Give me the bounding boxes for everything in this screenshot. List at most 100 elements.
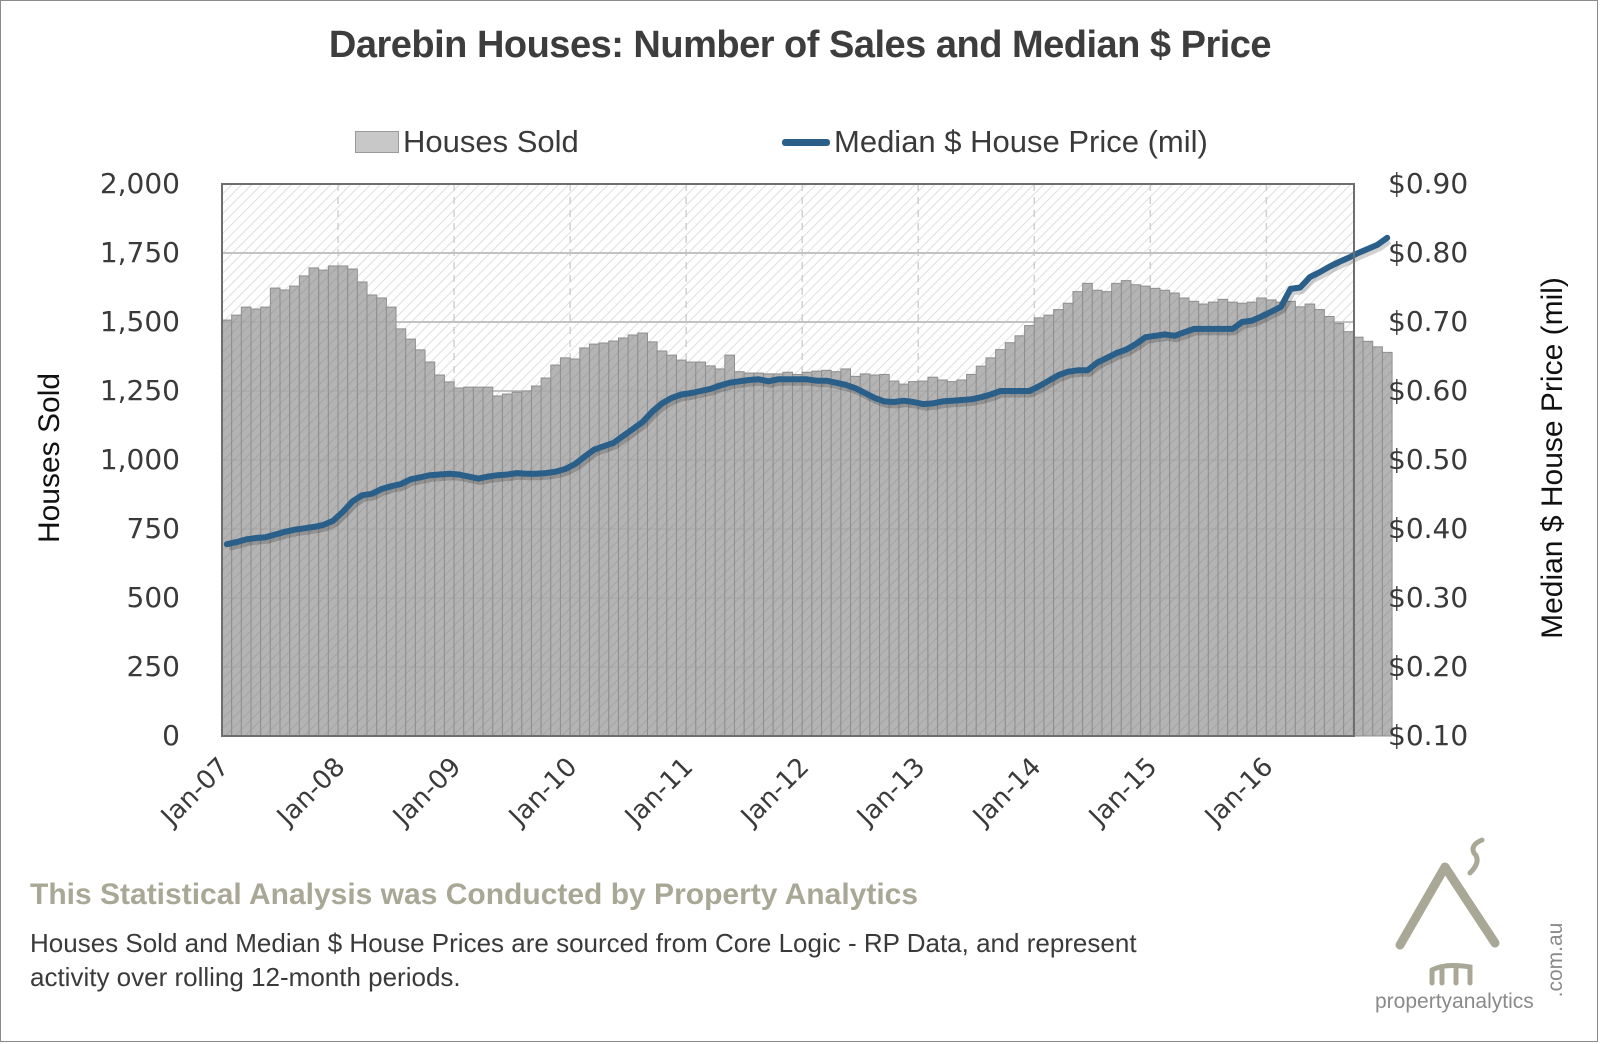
bar-houses-sold (1275, 301, 1287, 737)
bar-houses-sold (966, 373, 977, 737)
bar-houses-sold (1198, 303, 1209, 737)
footer-heading: This Statistical Analysis was Conducted … (30, 878, 919, 911)
bar-houses-sold (1333, 322, 1345, 737)
bar-houses-sold (1140, 285, 1151, 737)
property-analytics-logo-icon (1395, 837, 1500, 986)
bar-houses-sold (850, 375, 861, 737)
bar-houses-sold (937, 379, 948, 737)
y-tick-label-right: $0.50 (1388, 443, 1469, 476)
footer-note: Houses Sold and Median $ House Prices ar… (30, 928, 1137, 992)
y-tick-label-left: 1,000 (99, 443, 180, 476)
y-tick-label-right: $0.20 (1388, 650, 1469, 683)
legend: Houses Sold Median $ House Price (mil) (0, 124, 1600, 164)
bar-houses-sold (501, 393, 513, 737)
bar-houses-sold (1149, 287, 1161, 737)
bar-houses-sold (463, 386, 474, 737)
bar-houses-sold (627, 334, 639, 737)
bar-houses-sold (772, 373, 784, 737)
bar-houses-sold (888, 380, 900, 737)
bar-houses-sold (927, 376, 939, 737)
bar-houses-sold (811, 370, 823, 737)
bar-houses-sold (221, 319, 233, 737)
y-tick-label-left: 1,500 (99, 305, 180, 338)
legend-label: Median $ House Price (mil) (834, 124, 1208, 159)
y-tick-label-right: $0.40 (1388, 512, 1469, 545)
bar-houses-sold (414, 349, 426, 737)
bar-houses-sold (434, 374, 445, 737)
bar-houses-sold (1294, 306, 1306, 737)
y-tick-label-left: 1,750 (99, 236, 180, 269)
bar-houses-sold (1091, 289, 1103, 737)
bar-houses-sold (366, 294, 378, 737)
y-tick-label-right: $0.90 (1388, 167, 1469, 200)
bar-houses-sold (472, 386, 484, 737)
y-tick-label-right: $0.10 (1388, 719, 1469, 752)
y-tick-label-right: $0.60 (1388, 374, 1469, 407)
bar-houses-sold (385, 306, 397, 737)
bar-houses-sold (269, 287, 281, 737)
bar-houses-sold (1227, 301, 1238, 737)
bar-houses-sold (482, 386, 494, 737)
y-tick-label-left: 250 (126, 650, 180, 683)
bar-houses-sold (975, 365, 987, 737)
bar-houses-sold (289, 285, 300, 737)
bar-houses-sold (908, 381, 919, 737)
bar-houses-sold (540, 377, 552, 737)
bar-houses-sold (801, 371, 813, 737)
plot-border (221, 183, 1355, 737)
y-tick-label-left: 750 (126, 512, 180, 545)
legend-item-median-price: Median $ House Price (mil) (782, 124, 1208, 160)
legend-label: Houses Sold (403, 124, 579, 159)
bar-houses-sold (1236, 302, 1248, 737)
y-tick-label-right: $0.70 (1388, 305, 1469, 338)
bar-houses-sold (1072, 291, 1084, 737)
bar-houses-sold (521, 390, 532, 737)
bar-houses-sold (511, 391, 523, 737)
bar-houses-sold (1217, 298, 1229, 737)
bar-houses-sold (453, 387, 465, 737)
bar-houses-sold (821, 369, 832, 737)
bar-houses-sold (1188, 300, 1200, 737)
bar-houses-sold (985, 357, 997, 737)
bar-houses-sold (714, 368, 726, 737)
bar-houses-sold (1362, 340, 1374, 737)
bar-houses-sold (579, 347, 590, 737)
bar-houses-sold (946, 381, 958, 737)
bar-houses-sold (1169, 292, 1180, 737)
bar-houses-sold (569, 358, 581, 737)
bar-houses-sold (637, 332, 648, 737)
bar-houses-sold (743, 372, 755, 737)
bar-houses-sold (859, 373, 871, 737)
legend-swatch-line (782, 138, 830, 146)
bar-houses-sold (608, 340, 619, 737)
logo-text: propertyanalytics (1375, 990, 1534, 1013)
bar-houses-sold (356, 281, 368, 737)
price-line (223, 234, 1391, 548)
bar-houses-sold (559, 357, 571, 737)
bar-houses-sold (550, 364, 561, 737)
bar-houses-sold (1314, 309, 1325, 737)
bar-houses-sold (792, 373, 803, 737)
bar-houses-sold (443, 381, 455, 737)
bar-houses-sold (724, 354, 736, 737)
bar-houses-sold (956, 379, 968, 737)
bar-houses-sold (763, 373, 774, 737)
bar-houses-sold (530, 385, 542, 737)
bar-houses-sold (1062, 302, 1074, 737)
bar-houses-sold (250, 308, 262, 737)
bar-houses-sold (492, 395, 503, 737)
y-tick-label-left: 0 (162, 719, 180, 752)
bar-houses-sold (734, 371, 745, 737)
bar-houses-sold (917, 380, 929, 737)
bar-houses-sold (1343, 331, 1354, 737)
bar-houses-sold (405, 338, 416, 737)
bar-houses-sold (617, 337, 629, 737)
logo-domain: .com.au (1544, 922, 1567, 998)
bar-houses-sold (1246, 301, 1258, 737)
bar-houses-sold (695, 361, 707, 737)
bar-houses-sold (782, 371, 794, 737)
bar-houses-sold (260, 306, 271, 737)
bar-houses-sold (308, 267, 320, 737)
